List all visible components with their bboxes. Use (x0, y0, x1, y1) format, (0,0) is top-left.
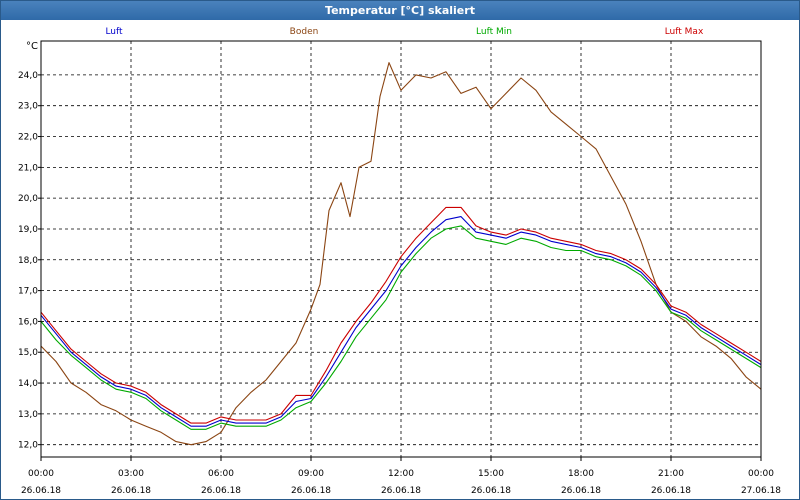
legend-entry-boden: Boden (290, 27, 319, 37)
x-axis-ticks: 00:00 26.06.18 03:00 26.06.18 06:00 26.06.18 0… (21, 457, 781, 496)
x-tick-time: 06:00 (208, 469, 234, 479)
x-tick-date: 26.06.18 (471, 486, 511, 496)
y-tick-label: 13,0 (18, 410, 38, 420)
x-tick-date: 26.06.18 (201, 486, 241, 496)
window-title: Temperatur [°C] skaliert (1, 1, 799, 20)
x-tick-date: 26.06.18 (651, 486, 691, 496)
y-tick-label: 23,0 (18, 102, 38, 112)
x-tick-time: 00:00 (748, 469, 774, 479)
x-tick-date: 26.06.18 (21, 486, 61, 496)
x-tick-date: 27.06.18 (741, 486, 781, 496)
x-tick-time: 09:00 (298, 469, 324, 479)
x-tick-time: 21:00 (658, 469, 684, 479)
x-tick-time: 00:00 (28, 469, 54, 479)
y-tick-label: 12,0 (18, 441, 38, 451)
x-tick-time: 12:00 (388, 469, 414, 479)
y-tick-label: 16,0 (18, 317, 38, 327)
y-tick-label: 20,0 (18, 194, 38, 204)
legend-entry-luft-min: Luft Min (476, 27, 512, 37)
legend: Luft Boden Luft Min Luft Max (105, 27, 704, 37)
y-axis-unit: °C (26, 41, 38, 52)
temperature-chart: °C Luft Boden Luft Min Luft Max 12,0 13,0 14,… (18, 27, 781, 496)
y-tick-label: 18,0 (18, 256, 38, 266)
series-line-luft (40, 216, 762, 427)
grid (41, 41, 761, 457)
y-tick-label: 17,0 (18, 287, 38, 297)
series-lines (40, 62, 762, 446)
series-line-luft-min (40, 225, 762, 430)
x-tick-time: 15:00 (478, 469, 504, 479)
x-tick-date: 26.06.18 (111, 486, 151, 496)
x-tick-date: 26.06.18 (561, 486, 601, 496)
y-tick-label: 22,0 (18, 133, 38, 143)
y-tick-label: 24,0 (18, 71, 38, 81)
y-tick-label: 15,0 (18, 348, 38, 358)
legend-entry-luft-max: Luft Max (665, 27, 704, 37)
y-tick-label: 21,0 (18, 163, 38, 173)
legend-entry-luft: Luft (105, 27, 123, 37)
y-tick-label: 14,0 (18, 379, 38, 389)
x-tick-date: 26.06.18 (381, 486, 421, 496)
series-line-luft-max (40, 206, 762, 424)
x-tick-date: 26.06.18 (291, 486, 331, 496)
x-tick-time: 18:00 (568, 469, 594, 479)
series-line-boden (40, 62, 762, 446)
y-tick-label: 19,0 (18, 225, 38, 235)
x-tick-time: 03:00 (118, 469, 144, 479)
y-axis-ticks: 12,0 13,0 14,0 15,0 16,0 17,0 18,0 19,0 20,0 21,0… (18, 71, 41, 451)
